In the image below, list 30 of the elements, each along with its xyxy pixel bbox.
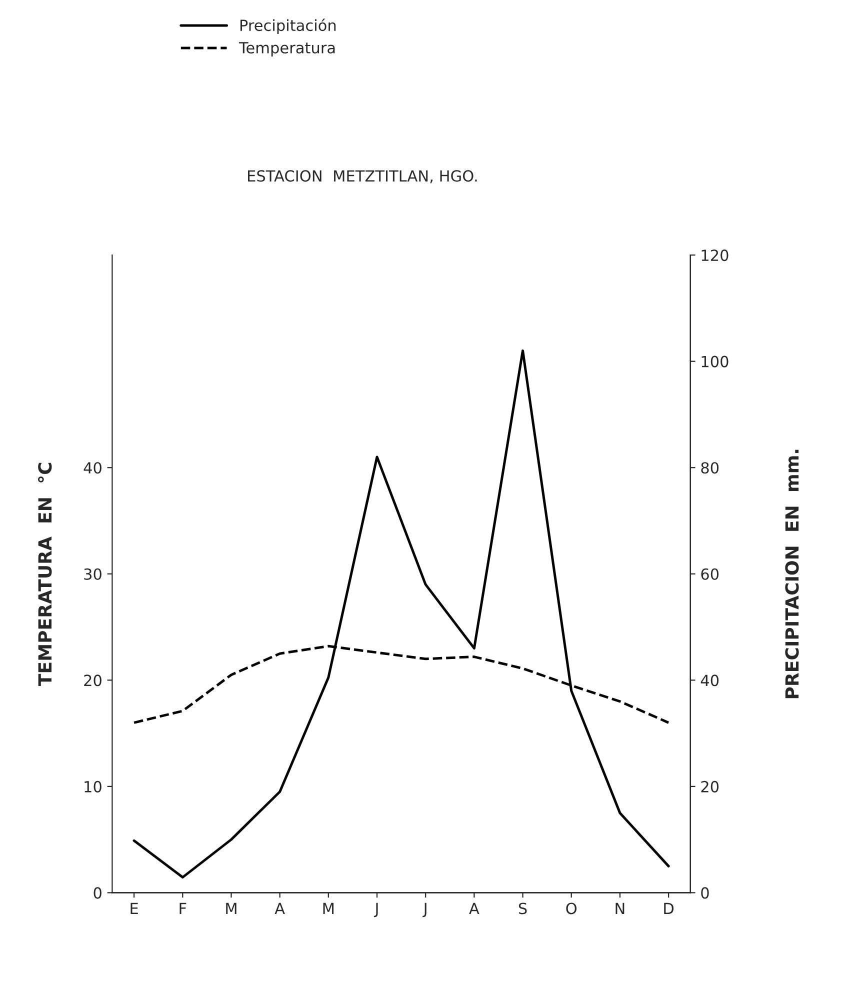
x-tick-label: M [226, 902, 236, 914]
x-tick-label: A [469, 902, 480, 914]
x-tick-label: J [422, 902, 426, 918]
y2-tick-label: 60 [701, 568, 719, 580]
y-tick-label: 0 [94, 887, 102, 899]
y-tick-label: 30 [84, 568, 102, 580]
y-axis-title: TEMPERATURA EN °C [38, 462, 52, 686]
x-tick-label: N [616, 902, 624, 914]
x-tick-label: M [323, 902, 334, 914]
y-tick-label: 40 [84, 462, 102, 474]
y2-tick-label: 100 [702, 356, 728, 368]
y2-tick-label: 20 [701, 780, 719, 792]
legend-label: Precipitación [240, 18, 336, 34]
x-tick-label: J [374, 902, 378, 918]
legend-label: Temperatura [238, 42, 335, 56]
y2-axis-title: PRECIPITACION EN mm. [785, 450, 799, 698]
y2-tick-label: 120 [702, 250, 728, 262]
y-tick-label: 20 [84, 674, 102, 686]
x-tick-label: F [180, 902, 186, 914]
x-tick-label: S [518, 902, 527, 914]
y2-tick-label: 40 [700, 674, 719, 686]
y2-tick-label: 0 [701, 887, 709, 899]
x-tick-label: A [274, 902, 285, 914]
line-series [132, 349, 670, 879]
x-tick-label: E [130, 902, 138, 914]
x-tick-label: O [566, 902, 577, 914]
y2-tick-label: 80 [701, 462, 719, 474]
x-tick-label: D [664, 902, 674, 914]
chart-title: ESTACION METZTITLAN, HGO. [248, 170, 477, 184]
y-tick-label: 10 [84, 780, 102, 792]
